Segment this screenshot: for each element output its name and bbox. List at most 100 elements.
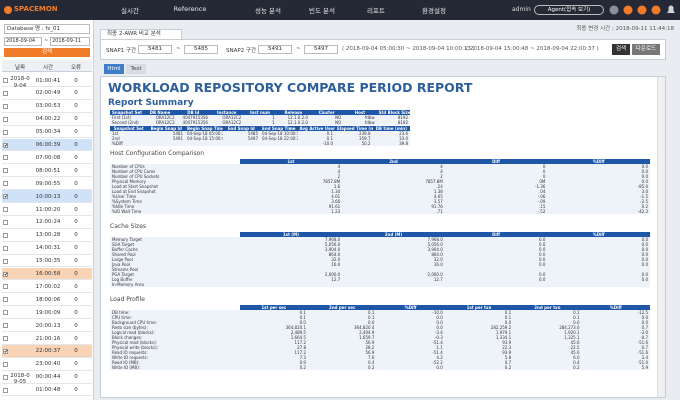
cell: 1st xyxy=(110,131,148,136)
menu-item[interactable]: 실시간 xyxy=(121,7,139,15)
menu-item[interactable]: Reference xyxy=(173,5,207,13)
cell: Memory Target xyxy=(110,237,240,242)
list-row[interactable] xyxy=(2,332,92,345)
checkbox[interactable] xyxy=(3,336,8,341)
menu-item[interactable]: 성능 분석 xyxy=(255,7,281,15)
checkbox[interactable] xyxy=(3,284,8,290)
list-row[interactable] xyxy=(2,280,92,294)
cell: NO xyxy=(309,115,344,120)
date-to[interactable]: 2018-09-11 xyxy=(50,37,90,46)
checkbox[interactable] xyxy=(3,155,8,161)
list-row[interactable] xyxy=(2,125,92,139)
search-button[interactable]: 검색 xyxy=(4,48,90,57)
icon[interactable] xyxy=(637,5,647,15)
checkbox[interactable] xyxy=(3,207,8,212)
tab[interactable]: 최종 2-AWR 비교 분석 xyxy=(100,29,182,39)
input[interactable]: 5497 xyxy=(304,45,338,54)
list-row[interactable] xyxy=(2,190,92,203)
scrollbar[interactable] xyxy=(657,77,665,397)
list-row[interactable] xyxy=(2,112,92,126)
list-row[interactable] xyxy=(2,306,92,320)
list-row[interactable] xyxy=(2,344,92,358)
checkbox[interactable] xyxy=(3,232,8,238)
column-header: End Snap Id xyxy=(222,126,260,131)
table-row: %IO Wait Time 1.23.71 -.52 -42.3 xyxy=(110,209,650,214)
input[interactable]: 5485 xyxy=(184,45,218,54)
table-row: Streams Pool xyxy=(110,267,650,272)
checkbox[interactable] xyxy=(3,78,8,83)
checkbox[interactable]: ✔ xyxy=(3,194,9,201)
checkbox[interactable]: ✔ xyxy=(3,348,9,355)
list-row[interactable] xyxy=(2,319,92,332)
list-row[interactable] xyxy=(2,370,92,384)
list-row[interactable] xyxy=(2,203,92,216)
date-from[interactable]: 2018-09-04 xyxy=(4,37,42,46)
view-tab[interactable]: Text xyxy=(126,64,146,74)
checkbox[interactable] xyxy=(3,181,8,187)
cell: Number of CPU Sockets xyxy=(110,174,240,179)
input[interactable]: 5491 xyxy=(258,45,292,54)
list-row[interactable] xyxy=(2,177,92,191)
cell: -51.0 xyxy=(581,360,650,365)
checkbox[interactable] xyxy=(3,374,8,380)
errors: 0 xyxy=(74,335,78,342)
cell: DB time: xyxy=(110,310,240,315)
list-row[interactable] xyxy=(2,267,92,281)
cell: 239.8 xyxy=(335,131,373,136)
list-row[interactable] xyxy=(2,215,92,229)
menu-item[interactable]: 환경설정 xyxy=(422,7,446,15)
column-header: 2nd per txn xyxy=(513,305,582,310)
list-row[interactable] xyxy=(2,99,92,113)
bell-icon[interactable] xyxy=(667,5,675,14)
list-row[interactable] xyxy=(2,86,92,100)
errors: 0 xyxy=(74,309,78,316)
checkbox[interactable] xyxy=(3,387,8,393)
list-row[interactable] xyxy=(2,138,92,152)
checkbox[interactable] xyxy=(3,361,8,367)
checkbox[interactable] xyxy=(3,245,8,251)
list-row[interactable] xyxy=(2,293,92,307)
menu-item[interactable]: 리포트 xyxy=(367,7,385,15)
checkbox[interactable]: ✔ xyxy=(3,271,9,278)
checkbox[interactable] xyxy=(3,323,8,329)
list-row[interactable] xyxy=(2,357,92,371)
view-tab[interactable]: Html xyxy=(104,64,124,74)
errors: 0 xyxy=(74,374,78,381)
list-row[interactable] xyxy=(2,164,92,178)
checkbox[interactable] xyxy=(3,116,8,122)
logo-icon xyxy=(4,6,12,14)
checkbox[interactable] xyxy=(3,168,8,174)
cell: 0.0 xyxy=(376,325,445,330)
list-row[interactable] xyxy=(2,228,92,242)
checkbox[interactable] xyxy=(3,310,8,316)
input[interactable]: 5481 xyxy=(138,45,172,54)
list-row[interactable] xyxy=(2,241,92,255)
checkbox[interactable] xyxy=(3,219,8,225)
checkbox[interactable] xyxy=(3,297,8,303)
db-select[interactable]: Database 명 : fs_01 xyxy=(4,24,90,34)
checkbox[interactable] xyxy=(3,90,8,96)
icon[interactable] xyxy=(609,5,619,15)
cell: 0.1 xyxy=(239,310,308,315)
checkbox[interactable] xyxy=(3,258,8,264)
list-row[interactable] xyxy=(2,151,92,165)
cell: 5485 xyxy=(222,131,260,136)
list-row[interactable] xyxy=(2,383,92,397)
table-row: Second (2nd) ORA12C2 4047915356 ORA12C2 1 12.… xyxy=(110,120,410,125)
list-row[interactable] xyxy=(2,74,92,87)
agent-button[interactable]: Agent(접속 보기) xyxy=(534,5,604,15)
icon[interactable] xyxy=(651,5,661,15)
checkbox[interactable]: ✔ xyxy=(3,142,9,149)
checkbox[interactable] xyxy=(3,129,8,135)
list-row[interactable] xyxy=(2,254,92,268)
checkbox[interactable] xyxy=(3,103,8,109)
icon[interactable] xyxy=(623,5,633,15)
cell: .71 xyxy=(342,209,445,214)
time: 07:00:08 xyxy=(35,154,61,161)
time: 15:00:35 xyxy=(35,258,61,265)
download-button[interactable]: 다운로드 xyxy=(632,44,660,55)
cell: 0 xyxy=(444,164,548,169)
cell: 1.34 xyxy=(239,189,343,194)
search-button[interactable]: 검색 xyxy=(612,44,630,55)
menu-item[interactable]: 빈도 분석 xyxy=(309,7,335,15)
